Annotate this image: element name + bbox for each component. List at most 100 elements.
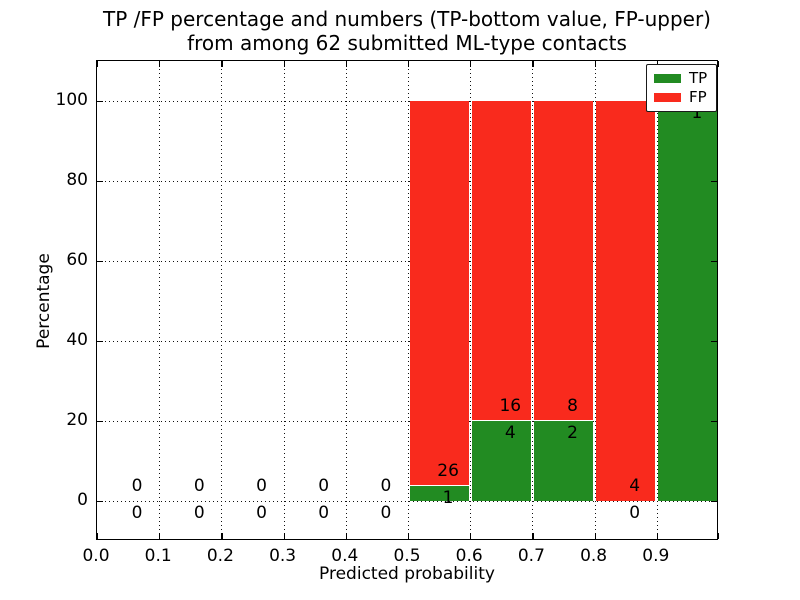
- v-gridline: [159, 61, 161, 539]
- plot-area: 0000000000261164824001: [96, 60, 719, 540]
- tp-count-label: 2: [567, 423, 578, 443]
- y-tickmark-left: [97, 501, 103, 503]
- x-tickmark-bottom: [717, 533, 719, 539]
- h-gridline: [97, 341, 717, 342]
- tp-count-label: 0: [318, 503, 330, 523]
- x-tick-label: 0.9: [642, 546, 670, 566]
- x-tick-label: 0.2: [206, 546, 234, 566]
- tp-count-label: 0: [629, 503, 641, 523]
- x-tickmark-bottom: [283, 533, 285, 539]
- fp-count-label: 0: [318, 476, 330, 496]
- y-tickmark-right: [711, 421, 717, 423]
- x-tick-label: 0.8: [580, 546, 608, 566]
- v-gridline: [345, 61, 347, 539]
- bar-tp: [409, 486, 469, 501]
- x-axis-label: Predicted probability: [319, 564, 495, 584]
- x-tickmark-bottom: [594, 533, 596, 539]
- x-tickmark-top: [159, 61, 161, 67]
- x-tickmark-bottom: [470, 533, 472, 539]
- v-gridline: [283, 61, 285, 539]
- x-tickmark-bottom: [656, 533, 659, 539]
- fp-count-label: 0: [193, 476, 205, 496]
- fp-count-label: 26: [437, 461, 459, 482]
- tp-count-label: 0: [380, 503, 392, 523]
- tp-count-label: 0: [256, 503, 267, 523]
- x-tickmark-top: [345, 61, 348, 67]
- chart-title-line-2: from among 62 submitted ML-type contacts: [187, 31, 627, 55]
- h-gridline: [97, 501, 717, 502]
- x-tick-label: 0.3: [269, 546, 297, 566]
- legend-swatch-tp-icon: [654, 73, 681, 83]
- y-tickmark-right: [711, 261, 717, 263]
- v-gridline: [408, 61, 409, 539]
- h-gridline: [97, 261, 717, 262]
- x-tick-label: 0.7: [517, 546, 545, 566]
- y-tickmark-right: [711, 501, 717, 503]
- v-gridline: [532, 61, 534, 539]
- x-tick-label: 0.5: [393, 546, 421, 566]
- bar-fp: [471, 101, 531, 420]
- y-tickmark-right: [711, 181, 717, 183]
- v-gridline: [656, 61, 658, 539]
- legend-label-fp: FP: [689, 88, 707, 107]
- x-tickmark-top: [594, 61, 596, 67]
- y-tick-label: 60: [66, 250, 88, 270]
- y-tick-label: 40: [66, 330, 88, 350]
- y-tickmark-left: [97, 421, 103, 423]
- legend-swatch-fp-icon: [654, 93, 681, 103]
- legend-label-tp: TP: [689, 68, 708, 87]
- y-tickmark-left: [97, 181, 103, 183]
- x-tickmark-bottom: [532, 533, 534, 539]
- x-tickmark-bottom: [221, 533, 223, 539]
- h-gridline: [97, 181, 717, 182]
- tp-count-label: 4: [504, 423, 516, 443]
- x-tickmark-top: [221, 61, 223, 67]
- y-tick-label: 80: [66, 170, 88, 190]
- y-tick-label: 100: [55, 90, 88, 110]
- h-gridline: [97, 421, 717, 422]
- bar-tp: [658, 101, 718, 501]
- fp-count-label: 0: [256, 476, 267, 496]
- x-tickmark-bottom: [408, 533, 410, 539]
- x-tickmark-top: [283, 61, 285, 67]
- tp-count-label: 0: [131, 503, 143, 523]
- x-tickmark-bottom: [345, 533, 348, 539]
- y-axis-label: Percentage: [34, 253, 54, 349]
- bar-fp: [533, 101, 594, 420]
- tp-count-label: 0: [193, 503, 205, 523]
- fp-count-label: 16: [499, 396, 522, 416]
- fp-count-label: 8: [567, 396, 578, 416]
- fp-count-label: 0: [131, 476, 143, 496]
- x-tickmark-bottom: [159, 533, 161, 539]
- chart-title: TP /FP percentage and numbers (TP-bottom…: [96, 7, 718, 55]
- v-gridline: [221, 61, 223, 539]
- x-tick-label: 0.1: [144, 546, 172, 566]
- legend-entry-tp: TP: [647, 68, 716, 87]
- bar-tp: [471, 421, 531, 501]
- chart-title-line-1: TP /FP percentage and numbers (TP-bottom…: [103, 7, 711, 31]
- x-tickmark-top: [408, 61, 410, 67]
- y-tickmark-left: [97, 261, 103, 263]
- legend-entry-fp: FP: [647, 90, 716, 105]
- x-tickmark-top: [470, 61, 472, 67]
- x-tick-label: 0.4: [331, 546, 359, 566]
- x-tickmark-bottom: [97, 533, 99, 539]
- h-gridline: [97, 101, 717, 102]
- bar-fp: [596, 101, 656, 501]
- fp-count-label: 0: [380, 476, 392, 496]
- x-tickmark-top: [532, 61, 534, 67]
- y-tick-label: 0: [77, 490, 88, 510]
- fp-count-label: 4: [629, 476, 641, 496]
- tp-count-label: 1: [691, 103, 703, 123]
- y-tickmark-left: [97, 341, 103, 343]
- x-tickmark-top: [97, 61, 99, 67]
- v-gridline: [594, 61, 596, 539]
- y-tickmark-left: [97, 101, 103, 103]
- y-tick-label: 20: [66, 410, 88, 430]
- y-tickmark-right: [711, 341, 717, 343]
- v-gridline: [470, 61, 472, 539]
- bar-tp: [533, 421, 594, 501]
- x-tickmark-top: [717, 61, 719, 67]
- bar-fp: [409, 101, 469, 485]
